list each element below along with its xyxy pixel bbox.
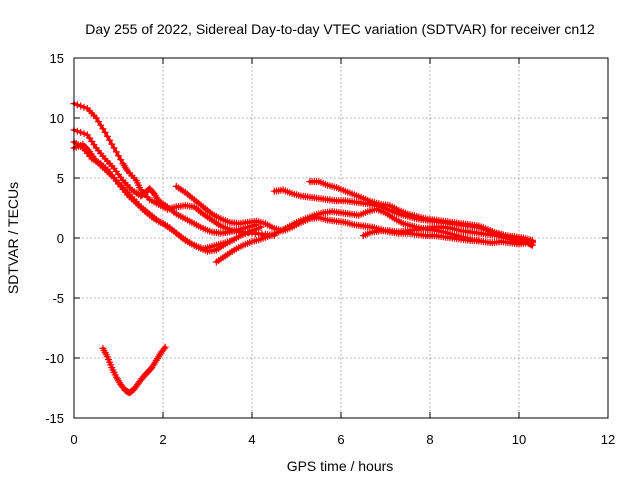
series-track-9: [359, 223, 536, 247]
series-group: [70, 100, 536, 397]
y-tick-label: -10: [45, 351, 64, 366]
x-axis-label: GPS time / hours: [287, 458, 394, 474]
y-tick-label: 10: [50, 111, 64, 126]
y-tick-label: 5: [57, 171, 64, 186]
series-track-6: [212, 205, 536, 266]
x-tick-label: 8: [426, 432, 433, 447]
x-tick-label: 0: [70, 432, 77, 447]
y-axis-tick-labels: -15 -10 -5 0 5 10 15: [45, 51, 64, 426]
x-tick-label: 2: [159, 432, 166, 447]
series-markers: [99, 343, 169, 397]
y-axis-label: SDTVAR / TECUs: [5, 182, 21, 294]
series-markers: [359, 223, 536, 247]
y-tick-label: 15: [50, 51, 64, 66]
x-axis-tick-labels: 0 2 4 6 8 10 12: [70, 432, 615, 447]
y-tick-label: -5: [52, 291, 64, 306]
chart-title: Day 255 of 2022, Sidereal Day-to-day VTE…: [85, 21, 595, 37]
x-tick-label: 12: [601, 432, 615, 447]
x-tick-label: 4: [248, 432, 255, 447]
x-tick-label: 6: [337, 432, 344, 447]
x-tick-label: 10: [512, 432, 526, 447]
series-track-10: [99, 343, 169, 397]
axis-ticks: [73, 57, 609, 419]
y-tick-label: -15: [45, 411, 64, 426]
y-tick-label: 0: [57, 231, 64, 246]
